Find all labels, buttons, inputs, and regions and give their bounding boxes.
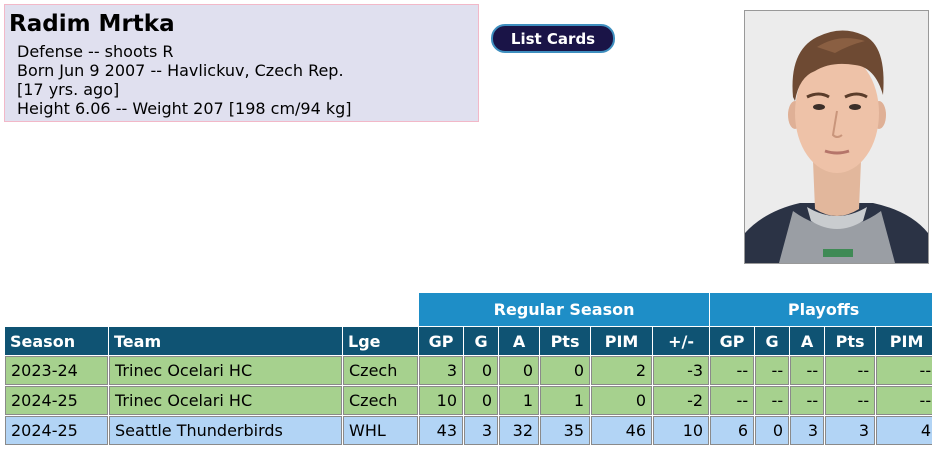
player-headshot-image [745,11,928,263]
list-cards-button[interactable]: List Cards [491,24,615,53]
po-gp-cell: 6 [710,416,755,445]
col-po-pts[interactable]: Pts [825,327,876,355]
reg-pts-cell: 1 [540,386,591,415]
reg-g-cell: 0 [464,386,499,415]
po-pim-cell: -- [876,386,932,415]
reg-pim-cell: 46 [591,416,653,445]
player-photo [744,10,929,264]
team-cell[interactable]: Seattle Thunderbirds [109,416,342,445]
stats-table: Regular Season Playoffs Season Team Lge … [4,292,932,446]
col-reg-plus-minus[interactable]: +/- [653,327,710,355]
po-a-cell: 3 [790,416,825,445]
team-cell[interactable]: Trinec Ocelari HC [109,356,342,385]
po-a-cell: -- [790,356,825,385]
col-po-a[interactable]: A [790,327,825,355]
reg-gp-cell: 10 [419,386,464,415]
reg-gp-cell: 3 [419,356,464,385]
col-reg-gp[interactable]: GP [419,327,464,355]
po-g-cell: 0 [755,416,790,445]
col-po-gp[interactable]: GP [710,327,755,355]
reg-pts-cell: 0 [540,356,591,385]
team-cell[interactable]: Trinec Ocelari HC [109,386,342,415]
reg-a-cell: 0 [499,356,540,385]
po-pim-cell: 4 [876,416,932,445]
player-name: Radim Mrtka [9,11,175,37]
col-season[interactable]: Season [5,327,108,355]
table-row: 2024-25 Seattle Thunderbirds WHL 43 3 32… [5,416,932,445]
po-g-cell: -- [755,356,790,385]
player-details: Defense -- shoots R Born Jun 9 2007 -- H… [17,42,352,118]
col-po-g[interactable]: G [755,327,790,355]
col-reg-pts[interactable]: Pts [540,327,591,355]
po-pim-cell: -- [876,356,932,385]
reg-gp-cell: 43 [419,416,464,445]
po-pts-cell: -- [825,356,876,385]
col-team[interactable]: Team [109,327,342,355]
reg-pts-cell: 35 [540,416,591,445]
reg-a-cell: 32 [499,416,540,445]
league-cell: WHL [343,416,419,445]
regular-season-header: Regular Season [419,293,710,326]
age-line: [17 yrs. ago] [17,80,120,99]
player-info-box: Radim Mrtka Defense -- shoots R Born Jun… [4,4,479,122]
col-league[interactable]: Lge [343,327,419,355]
season-cell: 2023-24 [5,356,108,385]
playoffs-header: Playoffs [710,293,932,326]
reg-g-cell: 0 [464,356,499,385]
col-reg-pim[interactable]: PIM [591,327,653,355]
col-po-pim[interactable]: PIM [876,327,932,355]
po-pts-cell: -- [825,386,876,415]
table-row: 2023-24 Trinec Ocelari HC Czech 3 0 0 0 … [5,356,932,385]
col-reg-g[interactable]: G [464,327,499,355]
league-cell: Czech [343,386,419,415]
po-pts-cell: 3 [825,416,876,445]
birth-line: Born Jun 9 2007 -- Havlickuv, Czech Rep. [17,61,344,80]
po-g-cell: -- [755,386,790,415]
league-cell: Czech [343,356,419,385]
col-reg-a[interactable]: A [499,327,540,355]
reg-plus-minus-cell: -3 [653,356,710,385]
po-gp-cell: -- [710,356,755,385]
reg-pim-cell: 0 [591,386,653,415]
reg-pim-cell: 2 [591,356,653,385]
table-row: 2024-25 Trinec Ocelari HC Czech 10 0 1 1… [5,386,932,415]
reg-plus-minus-cell: 10 [653,416,710,445]
po-a-cell: -- [790,386,825,415]
season-cell: 2024-25 [5,416,108,445]
reg-plus-minus-cell: -2 [653,386,710,415]
reg-g-cell: 3 [464,416,499,445]
size-line: Height 6.06 -- Weight 207 [198 cm/94 kg] [17,99,352,118]
season-cell: 2024-25 [5,386,108,415]
position-line: Defense -- shoots R [17,42,174,61]
po-gp-cell: -- [710,386,755,415]
reg-a-cell: 1 [499,386,540,415]
